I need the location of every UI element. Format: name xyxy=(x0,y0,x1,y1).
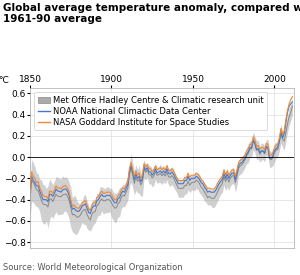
Text: Global average temperature anomaly, compared with the
1961-90 average: Global average temperature anomaly, comp… xyxy=(3,3,300,24)
Legend: Met Office Hadley Centre & Climatic research unit, NOAA National Climactic Data : Met Office Hadley Centre & Climatic rese… xyxy=(34,92,267,130)
Text: °C: °C xyxy=(0,76,9,85)
Text: Source: World Meteorological Organization: Source: World Meteorological Organizatio… xyxy=(3,263,183,272)
